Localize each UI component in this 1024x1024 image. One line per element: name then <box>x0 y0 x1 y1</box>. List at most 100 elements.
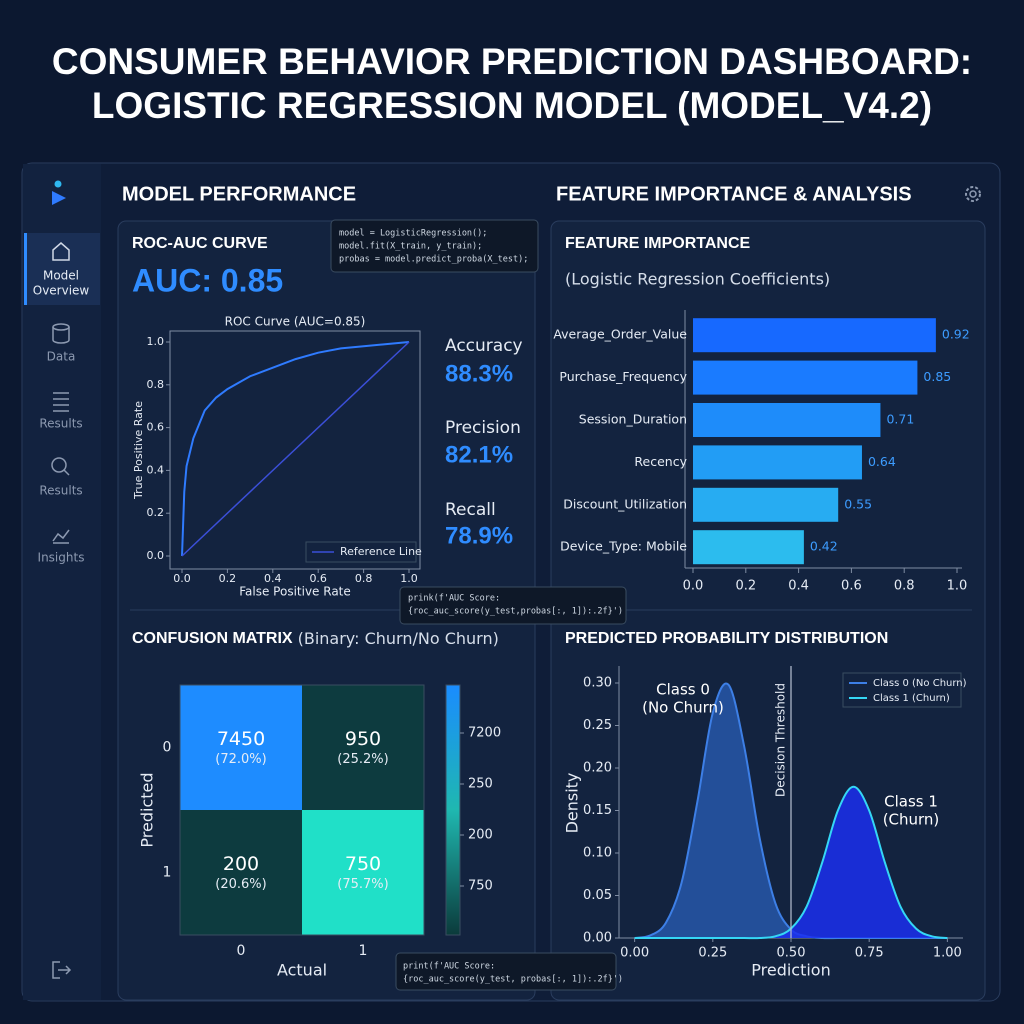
bar <box>693 360 918 395</box>
bar-label: Average_Order_Value <box>553 327 687 342</box>
x-tick-label: 0.0 <box>683 579 704 594</box>
value-label: 0.55 <box>844 496 872 511</box>
panel-title-main: CONFUSION MATRIX <box>132 630 293 647</box>
panel-title: FEATURE IMPORTANCE <box>565 235 751 252</box>
annotation: Class 1 <box>884 793 938 811</box>
cell-percent: (72.0%) <box>215 752 266 767</box>
home-icon[interactable] <box>52 242 70 261</box>
metric-value: 82.1% <box>445 441 513 468</box>
heatmap-cell <box>180 810 302 935</box>
x-tick-label: 0.00 <box>620 946 649 961</box>
y-tick-label: 0.0 <box>147 549 165 562</box>
nav-indicator <box>24 233 27 305</box>
metric-label: Accuracy <box>445 336 523 356</box>
matrix-border <box>179 684 425 936</box>
section-title: MODEL PERFORMANCE <box>122 183 356 205</box>
panel-subtitle: (Binary: Churn/No Churn) <box>298 629 499 648</box>
panel-title: CONFUSION MATRIX (Binary: Churn/No Churn) <box>132 629 499 648</box>
legend-label: Reference Line <box>340 545 422 558</box>
x-tick-label: 0.4 <box>264 572 282 585</box>
heatmap-cell <box>180 685 302 810</box>
charts: ROC Curve (AUC=0.85) False Positive Rate T… <box>132 310 970 980</box>
panel-subtitle: (Logistic Regression Coefficients) <box>565 270 830 289</box>
bar-label: Recency <box>634 454 687 469</box>
bar <box>693 403 881 437</box>
colorbar-label: 750 <box>468 879 493 894</box>
page-title: LOGISTIC REGRESSION MODEL (MODEL_V4.2) <box>92 85 932 126</box>
x-tick-label: 0.8 <box>894 579 915 594</box>
x-tick-label: 0.2 <box>219 572 237 585</box>
y-tick-label: 0.8 <box>147 378 165 391</box>
threshold-label: Decision Threshold <box>774 683 788 797</box>
roc-line <box>181 341 410 557</box>
nav-label[interactable]: Results <box>39 417 82 431</box>
logo <box>52 180 66 205</box>
heatmap-cell <box>302 685 424 810</box>
x-tick-label: 0.4 <box>788 579 809 594</box>
cell-value: 200 <box>223 853 259 875</box>
value-label: 0.71 <box>886 412 914 427</box>
x-tick-label: 0.2 <box>735 579 756 594</box>
nav-label[interactable]: Overview <box>33 284 90 298</box>
nav-label[interactable]: Model <box>43 269 79 283</box>
cell-percent: (20.6%) <box>215 877 266 892</box>
value-label: 0.85 <box>923 369 951 384</box>
nav-label[interactable]: Insights <box>38 551 85 565</box>
x-tick-label: 0.6 <box>841 579 862 594</box>
code-line: probas = model.predict_proba(X_test); <box>339 255 528 265</box>
colorbar-label: 200 <box>468 828 493 843</box>
settings-icon[interactable] <box>965 186 981 202</box>
bar-label: Purchase_Frequency <box>559 369 687 384</box>
y-tick-label: 0.20 <box>583 761 612 776</box>
y-tick-label: 0.00 <box>583 931 612 946</box>
y-tick-label: 0.10 <box>583 846 612 861</box>
section-title: FEATURE IMPORTANCE & ANALYSIS <box>556 183 912 205</box>
colorbar-label: 250 <box>468 777 493 792</box>
x-tick-label: 0.8 <box>355 572 373 585</box>
bar <box>693 445 862 480</box>
x-tick-label: 1 <box>359 943 368 959</box>
y-axis-label: True Positive Rate <box>132 401 145 500</box>
code-line: prink(f'AUC Score: <box>408 594 500 604</box>
metric-value: 88.3% <box>445 360 513 387</box>
nav-active[interactable] <box>24 233 100 305</box>
y-tick-label: 0.6 <box>147 421 165 434</box>
code-line: print(f'AUC Score: <box>403 962 495 972</box>
x-tick-label: 1.0 <box>947 579 968 594</box>
y-tick-label: 1 <box>163 865 172 881</box>
cell-percent: (25.2%) <box>337 752 388 767</box>
legend-box <box>305 541 417 563</box>
panel-title: ROC-AUC CURVE <box>132 235 268 252</box>
legend-label: Class 0 (No Churn) <box>873 678 967 689</box>
bar <box>693 318 936 353</box>
area-fill <box>634 683 948 939</box>
bar <box>693 487 839 522</box>
metric-label: Precision <box>445 418 521 438</box>
nav-icons <box>51 323 72 979</box>
code-box <box>399 586 627 625</box>
y-tick-label: 0.2 <box>147 506 165 519</box>
cell-percent: (75.7%) <box>337 877 388 892</box>
x-axis-label: Prediction <box>751 961 830 980</box>
cell-value: 950 <box>345 728 381 750</box>
cell-value: 750 <box>345 853 381 875</box>
annotation: (Churn) <box>883 811 940 829</box>
x-tick-label: 1.00 <box>933 946 962 961</box>
annotation: (No Churn) <box>642 699 724 717</box>
code-line: model.fit(X_train, y_train); <box>339 242 482 252</box>
nav-label[interactable]: Results <box>39 484 82 498</box>
x-axis-label: False Positive Rate <box>239 585 351 599</box>
code-line: {roc_auc_score(y_test, probas[:, 1]):.2f… <box>403 975 623 985</box>
chart-title: ROC Curve (AUC=0.85) <box>225 315 366 329</box>
legend-label: Class 1 (Churn) <box>873 693 950 704</box>
x-tick-label: 0 <box>237 943 246 959</box>
x-axis-label: Actual <box>277 961 327 980</box>
y-tick-label: 0 <box>163 740 172 756</box>
nav-label[interactable]: Data <box>47 350 76 364</box>
plot-frame <box>169 330 421 570</box>
y-axis-label: Predicted <box>138 772 157 847</box>
y-tick-label: 0.4 <box>147 463 165 476</box>
colorbar <box>445 684 461 936</box>
code-box <box>395 952 617 991</box>
